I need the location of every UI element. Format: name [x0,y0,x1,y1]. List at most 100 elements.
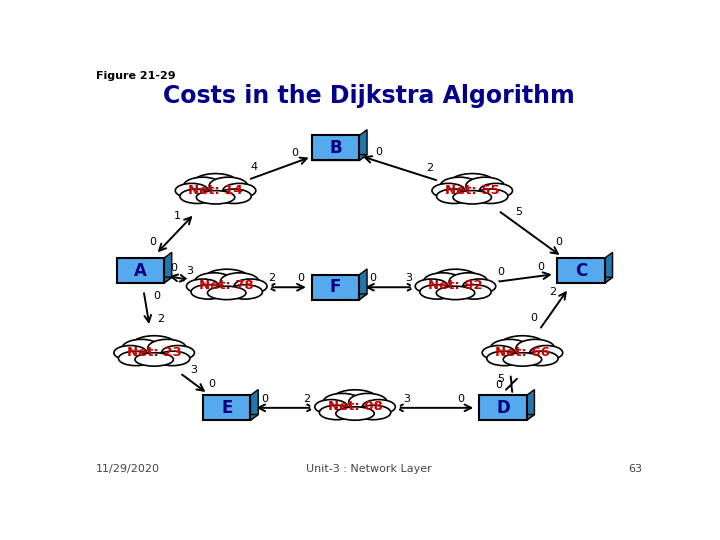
Ellipse shape [194,273,233,291]
Text: 2: 2 [303,394,310,404]
Ellipse shape [184,280,219,295]
Polygon shape [164,252,172,283]
Ellipse shape [503,353,541,366]
Polygon shape [480,415,534,420]
Ellipse shape [463,279,496,293]
Ellipse shape [502,353,543,367]
Text: D: D [496,399,510,417]
Ellipse shape [320,405,354,420]
Text: 0: 0 [149,237,156,247]
Ellipse shape [487,340,528,359]
Ellipse shape [516,339,554,357]
Polygon shape [312,294,367,300]
FancyBboxPatch shape [117,258,164,283]
Ellipse shape [112,346,146,361]
Ellipse shape [202,269,252,291]
Polygon shape [359,269,367,300]
Ellipse shape [482,346,515,360]
Ellipse shape [420,273,462,292]
Ellipse shape [192,273,233,292]
Ellipse shape [521,351,558,367]
Ellipse shape [220,273,258,291]
Ellipse shape [320,394,361,413]
Text: 2: 2 [549,287,556,296]
Ellipse shape [349,394,390,413]
Ellipse shape [191,285,226,299]
Ellipse shape [451,191,492,205]
Ellipse shape [161,346,194,360]
Ellipse shape [180,178,222,196]
Ellipse shape [191,285,228,300]
Ellipse shape [420,285,454,299]
Polygon shape [312,154,367,160]
Ellipse shape [217,189,251,204]
Ellipse shape [466,177,504,195]
Ellipse shape [134,353,175,367]
Ellipse shape [332,390,378,409]
Ellipse shape [456,285,491,299]
Ellipse shape [348,394,387,411]
Text: 0: 0 [171,262,177,273]
Ellipse shape [437,178,478,196]
Ellipse shape [180,189,217,205]
Text: E: E [221,399,233,417]
Ellipse shape [336,407,374,420]
Ellipse shape [330,390,380,411]
Ellipse shape [182,272,255,300]
Ellipse shape [487,351,521,366]
Ellipse shape [221,273,262,292]
Ellipse shape [436,189,472,204]
Ellipse shape [480,184,513,198]
Ellipse shape [223,184,256,198]
Text: Costs in the Dijkstra Algorithm: Costs in the Dijkstra Algorithm [163,84,575,107]
Text: 0: 0 [457,394,464,404]
Ellipse shape [420,285,456,300]
Ellipse shape [354,405,391,421]
Ellipse shape [463,280,498,295]
Ellipse shape [173,184,208,199]
Text: 11/29/2020: 11/29/2020 [96,464,160,474]
Ellipse shape [427,272,500,300]
Text: Net: 23: Net: 23 [127,346,181,359]
Ellipse shape [413,280,448,295]
Ellipse shape [206,287,247,301]
Text: 0: 0 [291,147,298,158]
Text: 3: 3 [186,266,194,276]
Ellipse shape [444,176,517,205]
Ellipse shape [148,340,189,359]
Ellipse shape [126,339,199,367]
Text: 0: 0 [538,261,544,272]
FancyBboxPatch shape [312,275,359,300]
Ellipse shape [410,272,484,300]
Polygon shape [117,277,172,283]
Ellipse shape [228,285,262,299]
Ellipse shape [480,184,515,199]
Ellipse shape [490,339,529,357]
Ellipse shape [454,285,491,300]
Text: Unit-3 : Network Layer: Unit-3 : Network Layer [306,464,432,474]
Ellipse shape [119,351,155,367]
Text: Net: 08: Net: 08 [328,400,382,413]
Text: 4: 4 [251,163,258,172]
Text: Net: 78: Net: 78 [199,280,254,293]
Ellipse shape [431,269,481,291]
Ellipse shape [433,269,478,289]
Ellipse shape [198,272,271,300]
Polygon shape [557,277,613,283]
Ellipse shape [436,189,473,205]
Text: 0: 0 [208,379,215,388]
Ellipse shape [477,339,551,367]
Ellipse shape [487,351,523,367]
Ellipse shape [131,336,177,355]
Ellipse shape [472,189,508,205]
Text: 3: 3 [405,273,413,283]
Ellipse shape [129,336,179,357]
Ellipse shape [363,400,397,416]
Text: 0: 0 [530,313,537,323]
Ellipse shape [447,173,498,195]
Text: 2: 2 [426,163,433,173]
Ellipse shape [119,340,160,359]
Ellipse shape [432,184,465,198]
Ellipse shape [155,351,190,366]
Ellipse shape [494,339,567,367]
